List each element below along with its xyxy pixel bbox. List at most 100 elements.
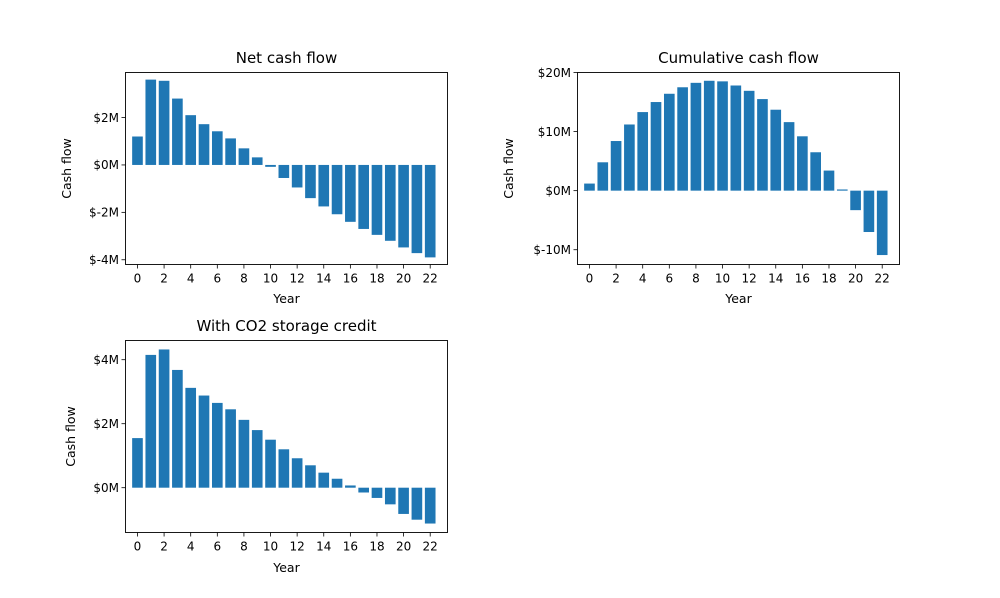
x-tick-label: 16 bbox=[795, 272, 810, 286]
y-axis-ticks: $0M $2M $4M bbox=[93, 353, 126, 495]
bar-year-22 bbox=[424, 487, 436, 524]
y-axis-label: Cash flow bbox=[59, 138, 74, 199]
x-tick-label: 2 bbox=[612, 272, 620, 286]
bar-year-18 bbox=[371, 487, 383, 498]
x-tick-label: 14 bbox=[768, 272, 783, 286]
bar-year-13 bbox=[757, 99, 768, 191]
bar-year-9 bbox=[251, 430, 263, 488]
y-tick-label: $0M bbox=[93, 158, 119, 172]
bars bbox=[132, 349, 436, 524]
bar-year-19 bbox=[384, 487, 396, 505]
plot-frame bbox=[577, 72, 900, 265]
bar-year-17 bbox=[358, 487, 369, 493]
x-tick-label: 12 bbox=[290, 272, 305, 286]
bar-year-21 bbox=[411, 164, 423, 254]
bar-year-5 bbox=[650, 102, 662, 191]
x-tick-label: 4 bbox=[639, 272, 647, 286]
bar-year-10 bbox=[717, 81, 728, 191]
bar-year-1 bbox=[145, 354, 157, 488]
y-tick-label: $-4M bbox=[89, 253, 119, 267]
x-tick-label: 0 bbox=[586, 272, 594, 286]
x-tick-label: 22 bbox=[875, 272, 890, 286]
x-tick-label: 12 bbox=[290, 540, 305, 554]
bar-year-0 bbox=[132, 438, 143, 488]
bar-year-8 bbox=[690, 82, 702, 191]
bar-year-6 bbox=[211, 131, 223, 165]
bar-year-14 bbox=[318, 472, 330, 488]
bar-year-10 bbox=[265, 439, 276, 488]
bar-year-16 bbox=[797, 136, 808, 191]
chart-net-cash-flow: Net cash flow $-4M $-2M $0M $2M 0 2 4 6 8 10 12 14… bbox=[59, 49, 448, 306]
x-tick-label: 22 bbox=[423, 540, 438, 554]
bar-year-5 bbox=[198, 395, 210, 488]
x-tick-label: 8 bbox=[240, 272, 248, 286]
y-tick-label: $4M bbox=[93, 353, 119, 367]
x-axis-label: Year bbox=[724, 291, 752, 306]
bar-year-8 bbox=[238, 148, 250, 165]
x-tick-label: 10 bbox=[715, 272, 730, 286]
x-tick-label: 8 bbox=[240, 540, 248, 554]
y-tick-label: $0M bbox=[545, 184, 571, 198]
x-tick-label: 8 bbox=[692, 272, 700, 286]
chart-title: Cumulative cash flow bbox=[658, 49, 819, 67]
bar-year-3 bbox=[172, 98, 183, 165]
chart-cumulative-cash-flow: Cumulative cash flow $-10M $0M $10M $20M 0 2… bbox=[501, 49, 900, 306]
bar-year-15 bbox=[331, 164, 343, 215]
bar-year-11 bbox=[730, 85, 742, 191]
bar-year-4 bbox=[637, 112, 649, 191]
x-tick-label: 14 bbox=[316, 272, 331, 286]
bar-year-12 bbox=[291, 458, 303, 488]
x-tick-label: 2 bbox=[160, 540, 168, 554]
bar-year-7 bbox=[677, 87, 688, 191]
bar-year-17 bbox=[810, 152, 821, 191]
bar-year-0 bbox=[132, 136, 143, 165]
chart-title: With CO2 storage credit bbox=[196, 317, 376, 335]
x-tick-label: 6 bbox=[213, 272, 221, 286]
y-tick-label: $2M bbox=[93, 111, 119, 125]
bar-year-14 bbox=[318, 164, 330, 207]
x-tick-label: 4 bbox=[187, 272, 195, 286]
bar-year-12 bbox=[743, 90, 755, 191]
x-tick-label: 4 bbox=[187, 540, 195, 554]
bar-year-1 bbox=[597, 162, 609, 191]
bar-year-2 bbox=[610, 141, 622, 191]
bar-year-10 bbox=[265, 164, 276, 167]
bar-year-3 bbox=[172, 369, 183, 488]
x-tick-label: 20 bbox=[396, 540, 411, 554]
y-axis-ticks: $-10M $0M $10M $20M bbox=[533, 66, 578, 257]
bar-year-4 bbox=[185, 387, 197, 488]
bar-year-11 bbox=[278, 164, 290, 178]
bar-year-20 bbox=[398, 164, 409, 248]
x-tick-label: 14 bbox=[316, 540, 331, 554]
bar-year-18 bbox=[823, 170, 835, 191]
bar-year-18 bbox=[371, 164, 383, 235]
x-axis-label: Year bbox=[272, 560, 300, 575]
chart-title: Net cash flow bbox=[236, 49, 338, 67]
y-tick-label: $20M bbox=[538, 66, 571, 80]
x-tick-label: 6 bbox=[213, 540, 221, 554]
bar-year-15 bbox=[783, 122, 795, 191]
bar-year-13 bbox=[305, 164, 316, 199]
x-tick-label: 10 bbox=[263, 540, 278, 554]
bar-year-16 bbox=[345, 164, 356, 222]
bar-year-6 bbox=[211, 402, 223, 488]
bar-year-9 bbox=[703, 80, 715, 191]
bar-year-7 bbox=[225, 138, 236, 165]
bar-year-2 bbox=[158, 349, 170, 488]
bar-year-13 bbox=[305, 465, 316, 488]
y-tick-label: $2M bbox=[93, 417, 119, 431]
x-axis-ticks: 0 2 4 6 8 10 12 14 16 18 20 22 bbox=[134, 264, 438, 286]
bar-year-7 bbox=[225, 409, 236, 488]
x-tick-label: 18 bbox=[821, 272, 836, 286]
bar-year-3 bbox=[624, 124, 635, 191]
y-tick-label: $0M bbox=[93, 481, 119, 495]
bar-year-15 bbox=[331, 478, 343, 488]
bar-year-9 bbox=[251, 157, 263, 165]
x-tick-label: 22 bbox=[423, 272, 438, 286]
x-tick-label: 0 bbox=[134, 272, 142, 286]
y-axis-label: Cash flow bbox=[63, 406, 78, 467]
bar-year-19 bbox=[836, 189, 848, 191]
bar-year-22 bbox=[876, 190, 888, 256]
bar-year-21 bbox=[411, 487, 423, 520]
